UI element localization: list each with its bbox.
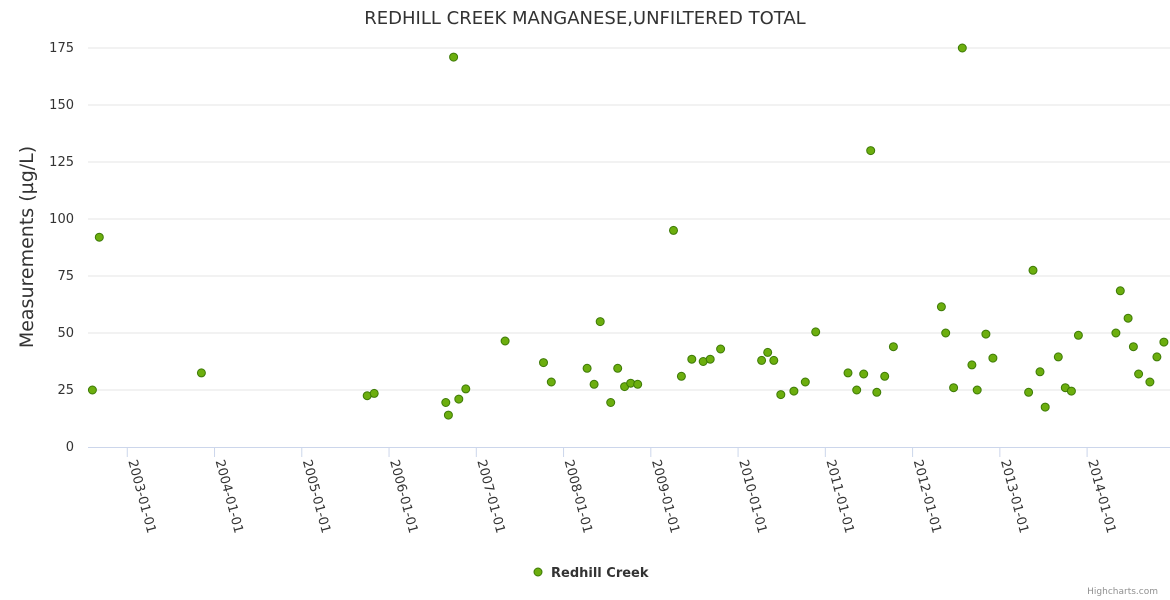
x-tick-label: 2009-01-01 — [648, 458, 682, 535]
data-point[interactable] — [87, 385, 97, 395]
data-point[interactable] — [613, 363, 623, 373]
data-point[interactable] — [595, 317, 605, 327]
data-point[interactable] — [888, 342, 898, 352]
x-tick-label: 2011-01-01 — [822, 458, 856, 535]
data-point[interactable] — [967, 360, 977, 370]
data-point[interactable] — [669, 225, 678, 235]
y-tick-label: 75 — [57, 269, 74, 284]
data-point[interactable] — [949, 383, 959, 393]
data-point[interactable] — [800, 377, 810, 387]
y-tick-label: 50 — [57, 326, 74, 341]
data-point[interactable] — [1035, 367, 1045, 377]
data-point[interactable] — [676, 371, 686, 381]
y-tick-label: 25 — [57, 383, 74, 398]
data-point[interactable] — [606, 398, 616, 407]
data-point[interactable] — [687, 354, 697, 364]
data-point[interactable] — [582, 363, 592, 373]
data-point[interactable] — [1159, 337, 1169, 347]
y-tick-label: 0 — [66, 440, 74, 455]
data-point[interactable] — [776, 390, 786, 400]
data-point[interactable] — [539, 358, 548, 368]
data-point[interactable] — [972, 385, 982, 395]
data-point[interactable] — [1145, 377, 1155, 387]
data-point[interactable] — [461, 384, 471, 394]
data-point[interactable] — [843, 368, 853, 378]
data-point[interactable] — [705, 354, 715, 364]
data-point[interactable] — [1128, 342, 1138, 352]
y-tick-label: 125 — [49, 155, 74, 170]
x-tick-label: 2004-01-01 — [212, 458, 246, 535]
data-point[interactable] — [757, 355, 767, 365]
y-tick-label: 175 — [49, 41, 74, 56]
data-point[interactable] — [443, 410, 453, 420]
chart-title: REDHILL CREEK MANGANESE,UNFILTERED TOTAL — [364, 8, 805, 29]
data-point[interactable] — [1040, 402, 1050, 412]
data-point[interactable] — [763, 347, 773, 357]
data-point[interactable] — [769, 355, 779, 365]
data-point[interactable] — [981, 329, 991, 339]
data-points — [87, 43, 1169, 420]
data-point[interactable] — [941, 328, 951, 338]
data-point[interactable] — [988, 353, 998, 363]
data-point[interactable] — [589, 379, 599, 389]
y-tick-label: 100 — [49, 212, 74, 227]
x-tick-label: 2012-01-01 — [910, 458, 944, 535]
data-point[interactable] — [1073, 330, 1083, 340]
data-point[interactable] — [866, 146, 876, 156]
data-point[interactable] — [872, 387, 882, 397]
y-axis-ticks: 0 25 50 75 100 125 150 175 — [49, 41, 74, 455]
data-point[interactable] — [852, 385, 862, 395]
data-point[interactable] — [811, 327, 821, 337]
data-point[interactable] — [1066, 386, 1076, 396]
x-tick-label: 2010-01-01 — [735, 458, 769, 535]
data-point[interactable] — [716, 344, 726, 354]
x-tick-label: 2014-01-01 — [1084, 458, 1118, 535]
x-tick-label: 2003-01-01 — [124, 458, 158, 535]
data-point[interactable] — [369, 388, 379, 398]
data-point[interactable] — [94, 232, 104, 242]
data-point[interactable] — [196, 368, 206, 378]
data-point[interactable] — [1134, 369, 1144, 379]
data-point[interactable] — [1053, 352, 1063, 362]
credits-link[interactable]: Highcharts.com — [1087, 587, 1158, 597]
y-axis-label: Measurements (µg/L) — [16, 146, 38, 348]
data-point[interactable] — [1028, 265, 1038, 275]
data-point[interactable] — [957, 43, 967, 53]
grid-lines — [88, 47, 1170, 391]
data-point[interactable] — [633, 379, 643, 389]
x-tick-label: 2006-01-01 — [386, 458, 420, 535]
x-tick-label: 2013-01-01 — [997, 458, 1031, 535]
legend-item-redhill-creek[interactable]: Redhill Creek — [551, 566, 649, 581]
x-tick-label: 2008-01-01 — [561, 458, 595, 535]
data-point[interactable] — [936, 302, 946, 312]
x-tick-label: 2005-01-01 — [299, 458, 333, 535]
data-point[interactable] — [1024, 387, 1034, 397]
data-point[interactable] — [1152, 352, 1162, 362]
data-point[interactable] — [441, 398, 451, 407]
x-tick-label: 2007-01-01 — [473, 458, 507, 535]
data-point[interactable] — [454, 394, 464, 404]
data-point[interactable] — [449, 52, 459, 62]
legend-marker[interactable] — [533, 567, 543, 577]
x-axis-ticks: 2003-01-01 2004-01-01 2005-01-01 2006-01-01… — [124, 447, 1118, 535]
data-point[interactable] — [789, 386, 799, 396]
data-point[interactable] — [1123, 313, 1133, 323]
y-tick-label: 150 — [49, 98, 74, 113]
data-point[interactable] — [859, 369, 869, 379]
data-point[interactable] — [500, 336, 510, 346]
legend[interactable]: Redhill Creek — [533, 566, 649, 581]
data-point[interactable] — [1111, 328, 1121, 338]
data-point[interactable] — [880, 371, 890, 381]
data-point[interactable] — [546, 377, 556, 387]
data-point[interactable] — [1115, 286, 1125, 296]
